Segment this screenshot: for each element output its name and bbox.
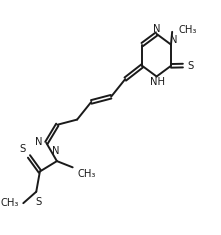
Text: NH: NH	[150, 77, 165, 87]
Text: CH₃: CH₃	[78, 169, 96, 179]
Text: S: S	[36, 197, 42, 208]
Text: N: N	[153, 24, 160, 34]
Text: CH₃: CH₃	[178, 25, 197, 35]
Text: S: S	[187, 61, 193, 70]
Text: S: S	[19, 144, 25, 154]
Text: N: N	[52, 146, 60, 157]
Text: N: N	[170, 35, 177, 45]
Text: N: N	[35, 137, 43, 147]
Text: CH₃: CH₃	[1, 198, 19, 208]
